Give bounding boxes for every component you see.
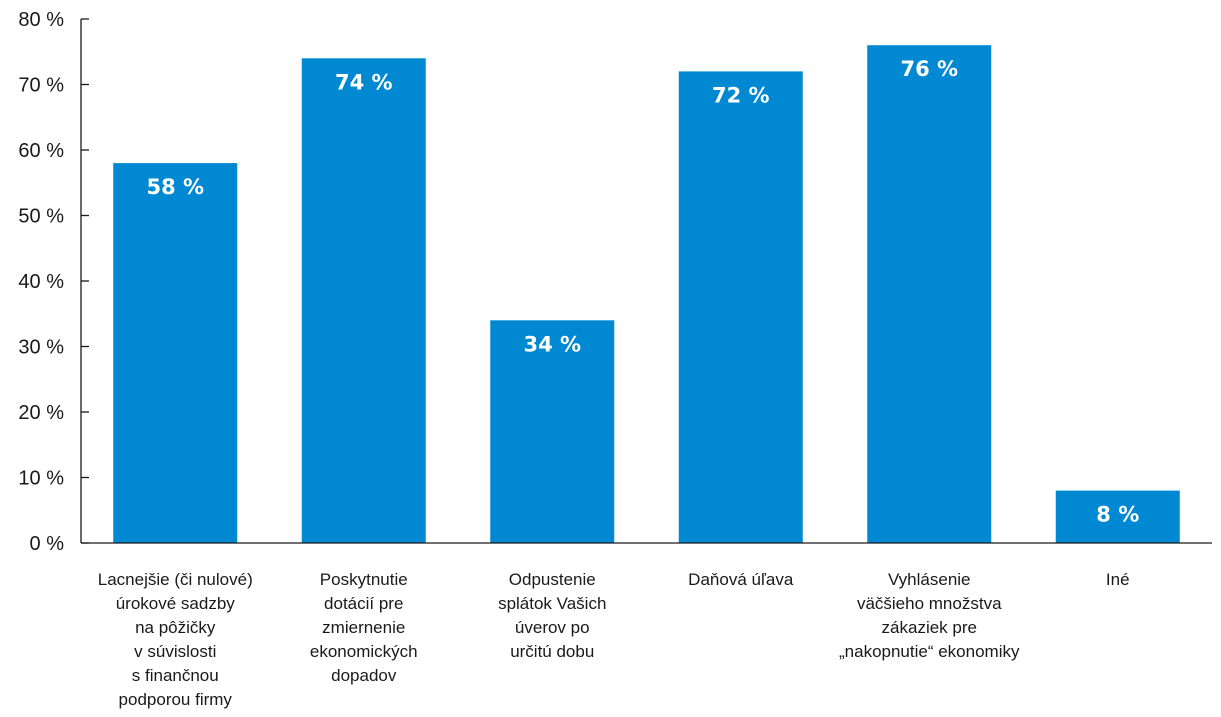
bars [113,45,1180,544]
x-category-label-line: dotácií pre [324,594,403,613]
x-category-label: Odpustenie splátok Vašich úverov po určitú … [498,570,606,661]
axes [80,19,1212,544]
bar [678,71,803,544]
bar-data-label: 74 % [335,70,393,94]
x-axis-category-labels: Lacnejšie (či nulové) úrokové sadzby na pô… [98,570,1130,709]
bar-data-label: 58 % [146,175,204,199]
y-tick-label: 40 % [18,271,64,293]
bar [113,163,238,543]
x-category-label-line: Lacnejšie (či nulové) [98,570,253,589]
y-tick-label: 50 % [18,206,64,228]
x-category-label-line: podporou firmy [119,690,233,709]
y-tick-label: 20 % [18,402,64,424]
x-category-label-line: zmiernenie [322,618,405,637]
y-tick-label: 60 % [18,140,64,162]
data-labels: 58 % 74 % 34 % 72 % 76 % 8 % [146,57,1139,526]
bar [301,58,426,544]
x-category-label: Vyhlásenie väčšieho množstva zákaziek pre „… [839,570,1020,661]
x-category-label-line: Iné [1106,570,1130,589]
y-tick-label: 70 % [18,75,64,97]
x-category-label-line: „nakopnutie“ ekonomiky [839,642,1020,661]
x-category-label-line: Daňová úľava [688,570,794,589]
x-category-label: Iné [1106,570,1130,589]
x-category-label-line: dopadov [331,666,397,685]
bar-data-label: 8 % [1096,503,1139,527]
bar [1055,490,1180,543]
bar [867,45,992,543]
bar-data-label: 34 % [523,332,581,356]
x-category-label-line: Poskytnutie [320,570,408,589]
y-tick-label: 80 % [18,9,64,31]
y-axis-ticks: 0 % 10 % 20 % 30 % 40 % 50 % 60 % 70 % 80 % [18,9,89,555]
x-category-label-line: úrokové sadzby [116,594,236,613]
x-category-label: Poskytnutie dotácií pre zmiernenie ekonomic… [310,570,418,685]
x-category-label-line: na pôžičky [135,618,216,637]
x-category-label: Daňová úľava [688,570,794,589]
x-category-label-line: ekonomických [310,642,418,661]
bar-data-label: 76 % [900,57,958,81]
x-category-label-line: Vyhlásenie [888,570,971,589]
x-category-label-line: splátok Vašich [498,594,606,613]
x-category-label-line: v súvislosti [134,642,216,661]
bar-data-label: 72 % [712,83,770,107]
x-category-label-line: určitú dobu [510,642,594,661]
x-category-label-line: väčšieho množstva [857,594,1002,613]
x-category-label-line: zákaziek pre [882,618,977,637]
bar [490,320,615,543]
x-category-label-line: Odpustenie [509,570,596,589]
y-tick-label: 30 % [18,337,64,359]
x-category-label-line: úverov po [515,618,590,637]
x-category-label: Lacnejšie (či nulové) úrokové sadzby na pô… [98,570,253,709]
y-tick-label: 10 % [18,468,64,490]
x-category-label-line: s finančnou [132,666,219,685]
y-tick-label: 0 % [30,533,65,555]
